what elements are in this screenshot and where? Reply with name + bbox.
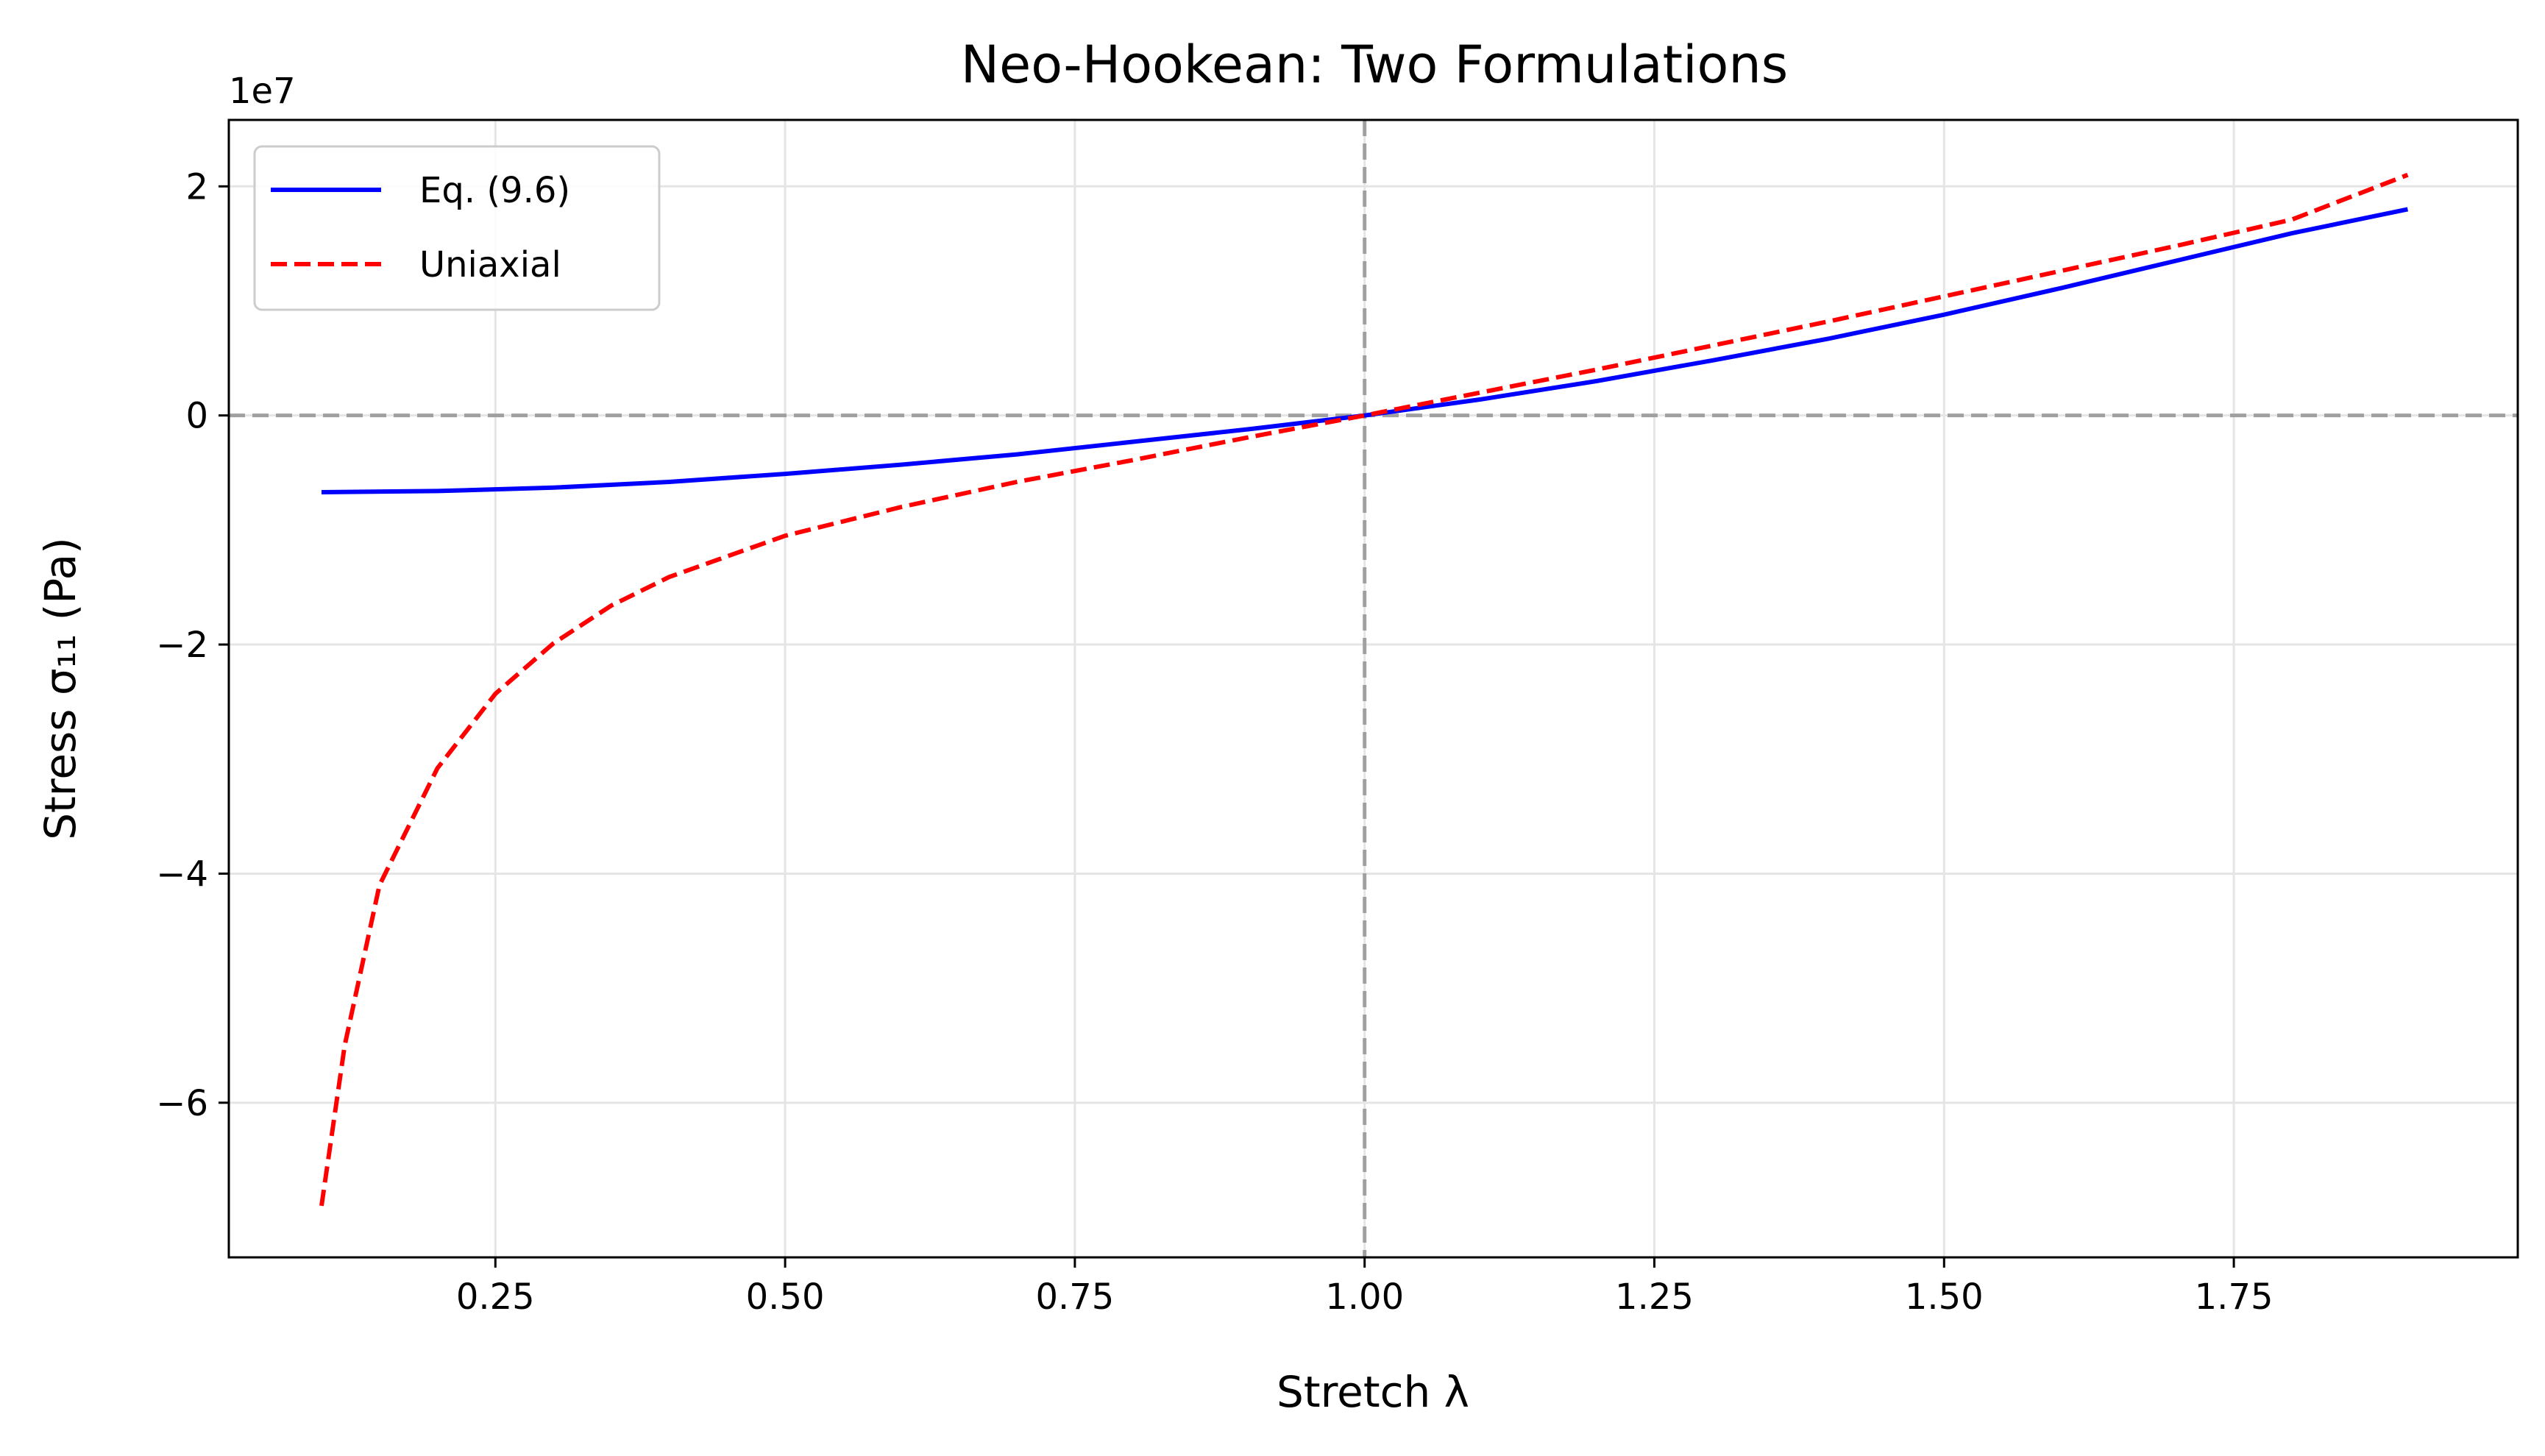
y-tick-label: −2 xyxy=(156,625,208,666)
legend-label-eq-9-6: Eq. (9.6) xyxy=(419,170,570,211)
plot-frame xyxy=(227,118,2519,1259)
x-tick-label: 1.00 xyxy=(1325,1276,1404,1318)
chart-title: Neo-Hookean: Two Formulations xyxy=(961,35,1788,95)
x-tick-label: 0.50 xyxy=(746,1276,825,1318)
series-line-eq-9-6 xyxy=(321,207,2409,494)
x-tick-label: 1.50 xyxy=(1905,1276,1984,1318)
y-axis-title: Stress σ₁₁ (Pa) xyxy=(35,537,85,840)
x-tick-label: 1.75 xyxy=(2195,1276,2274,1318)
x-tick-label: 0.75 xyxy=(1035,1276,1114,1318)
series-layer xyxy=(319,172,2409,1207)
y-axis-offset-label: 1e7 xyxy=(229,71,296,112)
y-tick-label: 0 xyxy=(185,396,208,437)
legend-label-uniaxial: Uniaxial xyxy=(419,244,561,285)
x-axis-title: Stretch λ xyxy=(1277,1367,1469,1417)
legend-box xyxy=(253,145,661,311)
x-tick-label: 1.25 xyxy=(1615,1276,1694,1318)
y-tick-label: 2 xyxy=(185,166,208,207)
legend: Eq. (9.6) Uniaxial xyxy=(253,145,661,311)
series-line-uniaxial xyxy=(319,172,2409,1207)
y-axis-ticks: −6 −4 −2 0 2 xyxy=(156,166,229,1124)
x-axis-ticks: 0.25 0.50 0.75 1.00 1.25 1.50 1.75 xyxy=(456,1257,2274,1318)
y-tick-label: −6 xyxy=(156,1083,208,1124)
x-tick-label: 0.25 xyxy=(456,1276,535,1318)
y-tick-label: −4 xyxy=(156,853,208,895)
